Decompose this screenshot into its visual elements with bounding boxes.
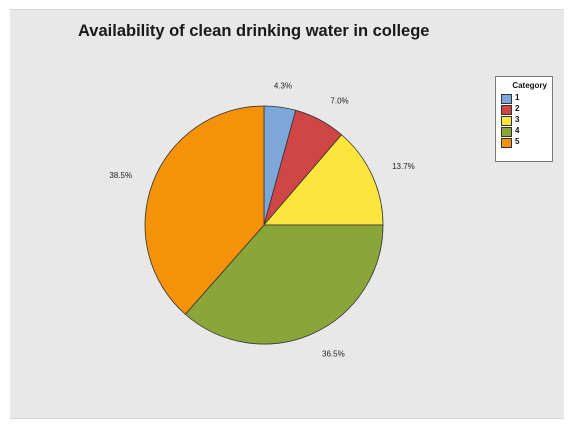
legend-swatch-2 [501,105,512,115]
legend-title: Category [512,81,547,90]
legend-label-1: 1 [515,93,520,102]
legend-swatch-3 [501,116,512,126]
legend-item-5: 5 [501,137,547,148]
legend-label-2: 2 [515,104,520,113]
legend-label-4: 4 [515,126,520,135]
legend-item-4: 4 [501,126,547,137]
legend-label-5: 5 [515,137,520,146]
slice-label-5: 38.5% [109,171,132,180]
slice-label-2: 7.0% [330,97,348,106]
legend-swatch-1 [501,94,512,104]
pie-slice-4 [184,224,384,345]
pie-slice-5 [144,105,265,315]
slice-label-3: 13.7% [392,162,415,171]
legend-label-3: 3 [515,115,520,124]
slice-label-4: 36.5% [322,350,345,359]
pie-slice-3 [263,134,384,226]
chart-title: Availability of clean drinking water in … [78,22,430,40]
legend-swatch-5 [501,138,512,148]
legend-item-3: 3 [501,115,547,126]
legend-item-1: 1 [501,93,547,104]
slice-label-1: 4.3% [274,81,292,90]
legend-item-2: 2 [501,104,547,115]
legend: Category 1 2 3 4 5 [495,76,553,162]
legend-swatch-4 [501,127,512,137]
